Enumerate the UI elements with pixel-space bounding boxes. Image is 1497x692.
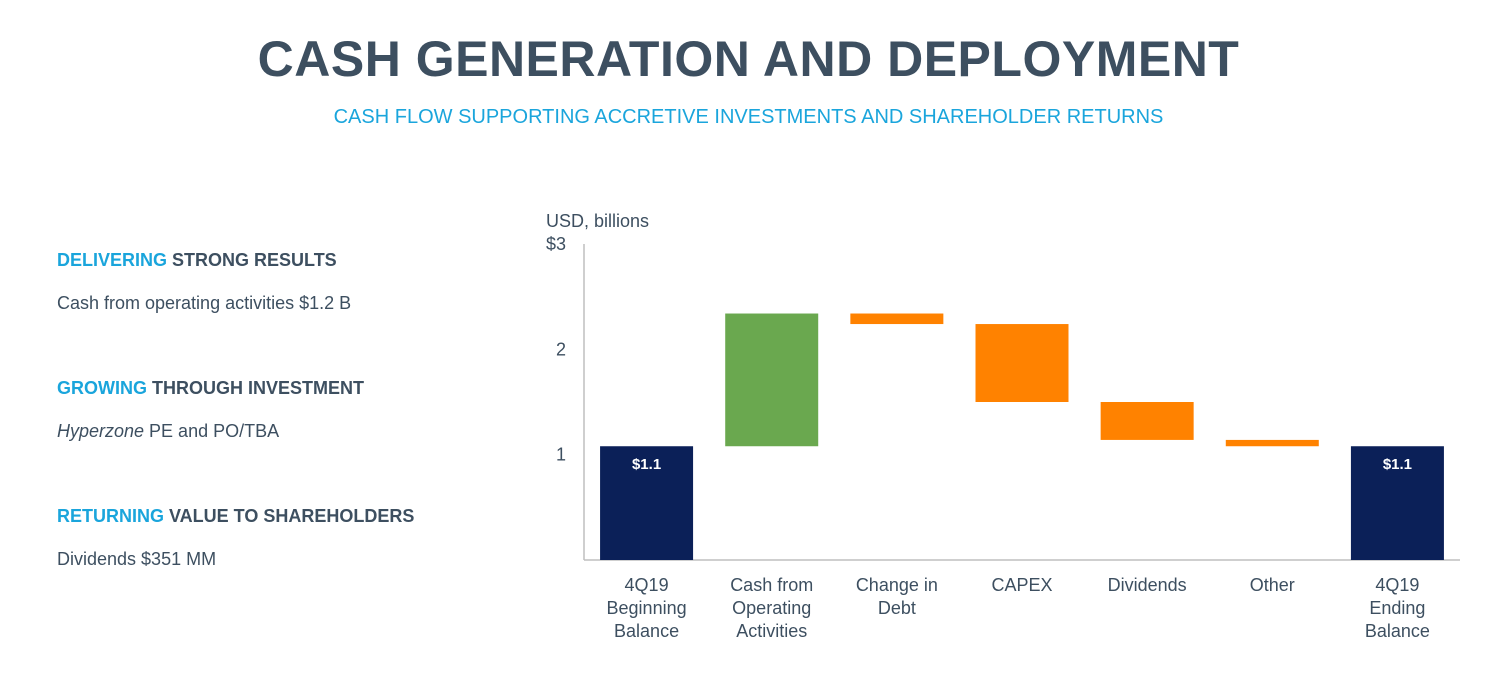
bar-decrease bbox=[1225, 439, 1319, 447]
bar-increase bbox=[725, 313, 819, 447]
x-tick-label-line: CAPEX bbox=[991, 575, 1052, 595]
x-tick-label: Dividends bbox=[1108, 575, 1187, 595]
y-tick-label: 1 bbox=[556, 445, 566, 465]
highlight-accent: DELIVERING bbox=[57, 250, 168, 270]
x-tick-label: CAPEX bbox=[991, 575, 1052, 595]
bar-total bbox=[600, 446, 694, 560]
bar-decrease bbox=[850, 313, 944, 325]
x-tick-label-line: Ending bbox=[1369, 598, 1425, 618]
x-tick-label: Other bbox=[1250, 575, 1295, 595]
highlight-body-rest: PE and PO/TBA bbox=[144, 421, 280, 441]
x-tick-label: Change in Debt bbox=[856, 575, 938, 618]
x-tick-label-line: Beginning bbox=[607, 598, 687, 618]
x-tick-label-line: Other bbox=[1250, 575, 1295, 595]
bar-value-label: $1.1 bbox=[1383, 456, 1412, 473]
highlight-heading: GROWING THROUGH INVESTMENT bbox=[57, 376, 497, 400]
x-tick-label-line: Change in bbox=[856, 575, 938, 595]
bar-decrease bbox=[975, 324, 1069, 402]
y-tick-label: $3 bbox=[546, 234, 566, 254]
page-title: CASH GENERATION AND DEPLOYMENT bbox=[257, 31, 1240, 87]
x-tick-label-line: Debt bbox=[878, 598, 916, 618]
highlight-body: Cash from operating activities $1.2 B bbox=[57, 293, 352, 313]
highlight-growing: GROWING THROUGH INVESTMENT Hyperzone PE … bbox=[57, 376, 497, 443]
highlight-body: Hyperzone PE and PO/TBA bbox=[57, 419, 497, 443]
x-tick-label: 4Q19 Ending Balance bbox=[1365, 575, 1430, 641]
y-tick-label: 2 bbox=[556, 339, 566, 359]
bar-decrease bbox=[1100, 402, 1194, 440]
x-tick-label-line: 4Q19 bbox=[625, 575, 669, 595]
x-tick-label-line: Cash from bbox=[730, 575, 813, 595]
highlight-accent: RETURNING bbox=[57, 506, 164, 526]
highlight-heading: RETURNING VALUE TO SHAREHOLDERS bbox=[57, 504, 497, 528]
highlight-accent: GROWING bbox=[57, 378, 147, 398]
x-tick-label: 4Q19 Beginning Balance bbox=[607, 575, 687, 641]
x-tick-label-line: Activities bbox=[736, 621, 807, 641]
y-axis-label: USD, billions bbox=[546, 211, 649, 231]
highlight-delivering: DELIVERING STRONG RESULTS Cash from oper… bbox=[57, 248, 497, 315]
highlight-heading-rest: VALUE TO SHAREHOLDERS bbox=[164, 506, 415, 526]
x-tick-label-line: Balance bbox=[1365, 621, 1430, 641]
highlight-heading-rest: THROUGH INVESTMENT bbox=[147, 378, 365, 398]
x-tick-label-line: Balance bbox=[614, 621, 679, 641]
highlight-body-italic: Hyperzone bbox=[57, 421, 145, 441]
bar-total bbox=[1350, 446, 1444, 560]
x-tick-label: Cash from Operating Activities bbox=[730, 575, 813, 641]
highlight-body: Dividends $351 MM bbox=[57, 549, 217, 569]
highlight-heading-rest: STRONG RESULTS bbox=[167, 250, 337, 270]
page-subtitle: CASH FLOW SUPPORTING ACCRETIVE INVESTMEN… bbox=[333, 106, 1164, 128]
x-tick-label-line: Dividends bbox=[1108, 575, 1187, 595]
highlight-returning: RETURNING VALUE TO SHAREHOLDERS Dividend… bbox=[57, 504, 497, 571]
highlight-heading: DELIVERING STRONG RESULTS bbox=[57, 248, 497, 272]
x-tick-label-line: 4Q19 bbox=[1375, 575, 1419, 595]
bar-value-label: $1.1 bbox=[632, 456, 661, 473]
x-tick-label-line: Operating bbox=[732, 598, 811, 618]
